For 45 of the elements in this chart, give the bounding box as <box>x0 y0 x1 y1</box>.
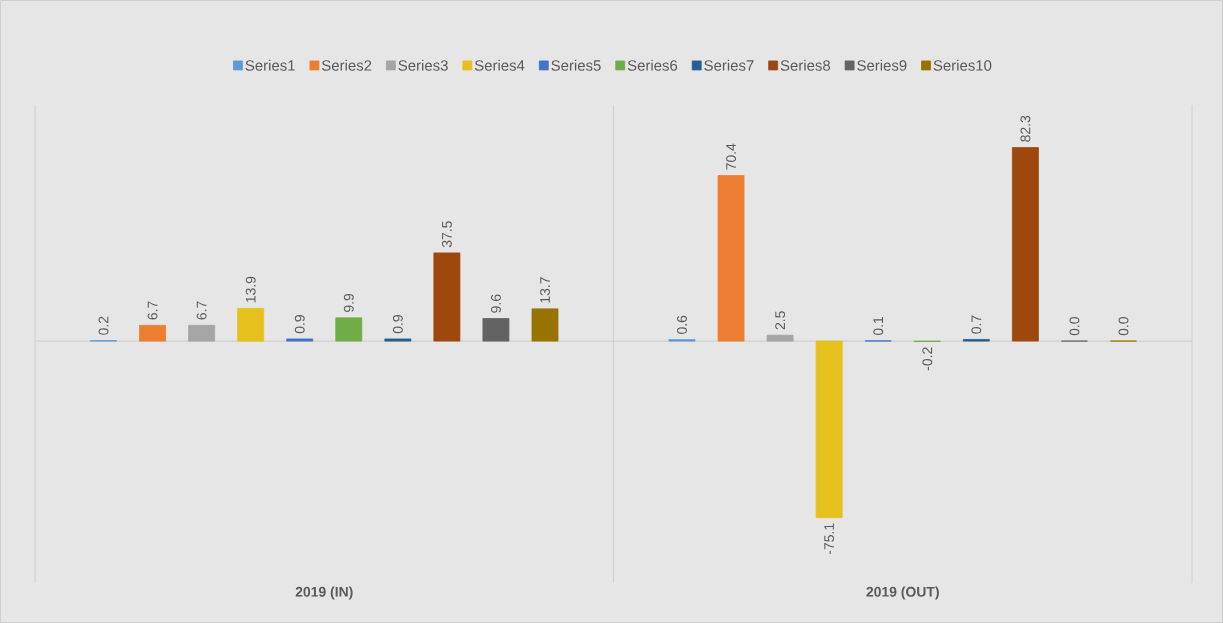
bar <box>717 175 745 342</box>
legend-label: Series5 <box>551 59 601 71</box>
legend-label: Series2 <box>321 59 372 71</box>
bar <box>384 338 412 342</box>
data-label: 13.7 <box>540 277 550 303</box>
legend-label: Series9 <box>857 59 907 71</box>
data-label: 0.9 <box>294 315 305 334</box>
x-tick-label: 2019 (IN) <box>295 586 353 600</box>
bar <box>766 334 794 342</box>
data-label: 0.2 <box>98 316 109 335</box>
bar <box>1011 147 1039 342</box>
legend-label: Series3 <box>398 59 448 71</box>
legend-label: Series7 <box>704 59 754 71</box>
data-label: 0.7 <box>971 315 982 334</box>
bar <box>237 308 265 342</box>
legend-label: Series4 <box>474 59 525 71</box>
data-label: 13.9 <box>245 276 256 303</box>
bar <box>188 324 216 342</box>
bar <box>335 317 363 342</box>
bar <box>531 308 559 342</box>
data-label: 0.0 <box>1118 317 1129 336</box>
legend-label: Series10 <box>933 59 992 71</box>
data-label: 82.3 <box>1020 115 1031 142</box>
data-label: 0.0 <box>1069 317 1080 336</box>
data-label: 2.5 <box>775 311 786 330</box>
bar <box>433 252 461 342</box>
x-tick-label: 2019 (OUT) <box>866 586 939 600</box>
bar <box>139 324 166 342</box>
data-label: 6.7 <box>196 301 207 320</box>
legend-label: Series1 <box>245 59 295 71</box>
data-label: -75.1 <box>824 523 835 555</box>
bar <box>815 340 843 519</box>
data-label: 0.1 <box>873 316 884 336</box>
legend-label: Series8 <box>780 59 831 71</box>
data-label: 6.7 <box>147 301 158 320</box>
data-label: 0.6 <box>677 315 687 334</box>
data-label: 37.5 <box>441 221 452 248</box>
data-label: -0.2 <box>922 347 933 371</box>
bar <box>286 338 314 342</box>
data-label: 9.6 <box>491 294 501 313</box>
bar <box>482 318 510 342</box>
data-label: 0.9 <box>392 315 403 334</box>
data-label: 9.9 <box>343 293 354 312</box>
legend-label: Series6 <box>627 59 678 71</box>
data-label: 70.4 <box>726 143 736 170</box>
